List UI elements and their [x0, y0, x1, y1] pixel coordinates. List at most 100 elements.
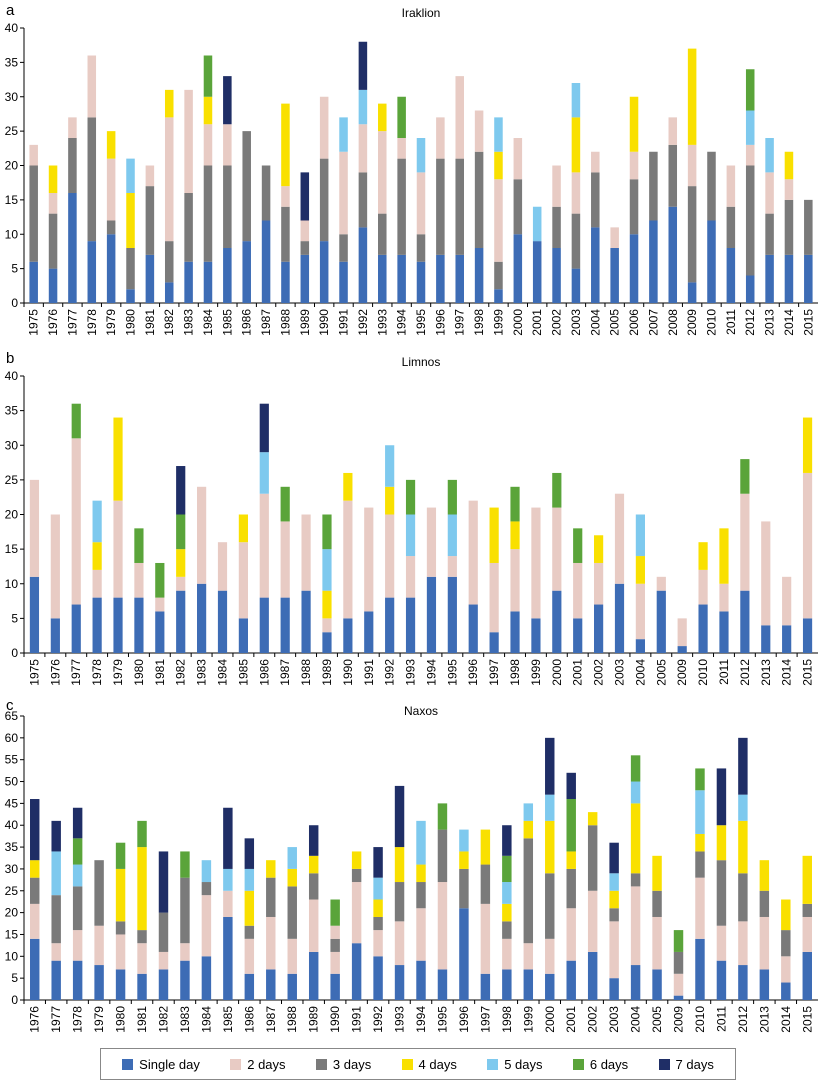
- y-tick-label: 20: [5, 508, 19, 522]
- bar-segment: [480, 864, 491, 904]
- x-tick-label: 1987: [259, 309, 273, 336]
- x-tick-label: 2010: [704, 309, 718, 336]
- bar-segment: [176, 514, 186, 550]
- x-tick-label: 2014: [779, 1006, 793, 1033]
- x-tick-label: 2001: [530, 309, 544, 336]
- x-tick-label: 2009: [672, 1006, 686, 1033]
- y-tick-label: 35: [5, 404, 19, 418]
- bar-segment: [656, 576, 666, 591]
- bar-segment: [707, 151, 716, 221]
- bar-segment: [238, 618, 248, 653]
- bar-segment: [687, 144, 697, 187]
- bar-segment: [594, 535, 604, 563]
- y-tick-label: 0: [11, 993, 18, 1007]
- bar-segment: [72, 864, 83, 887]
- bar-segment: [552, 472, 562, 508]
- bar-segment: [510, 521, 520, 550]
- bar-segment: [455, 158, 464, 255]
- bar-segment: [687, 186, 697, 283]
- bar-segment: [339, 117, 348, 152]
- bar-segment: [698, 569, 708, 605]
- bar-segment: [587, 951, 598, 1000]
- bar-segment: [587, 812, 598, 826]
- bar-segment: [489, 562, 499, 633]
- y-tick-label: 10: [5, 227, 19, 241]
- bar-segment: [48, 165, 58, 193]
- bar-segment: [48, 268, 58, 303]
- bar-segment: [397, 158, 406, 255]
- bar-segment: [782, 576, 792, 626]
- x-tick-label: 2015: [801, 659, 815, 686]
- bar-segment: [573, 562, 583, 619]
- x-tick-label: 1982: [162, 309, 176, 336]
- bar-segment: [695, 768, 705, 791]
- bar-segment: [738, 820, 748, 874]
- bar-segment: [30, 799, 40, 861]
- bar-segment: [351, 868, 362, 883]
- x-tick-label: 1983: [195, 659, 209, 686]
- bar-segment: [591, 151, 600, 173]
- bar-segment: [223, 76, 232, 125]
- bar-segment: [158, 912, 169, 952]
- bar-segment: [765, 254, 774, 303]
- bar-segment: [716, 768, 727, 826]
- bar-segment: [531, 618, 541, 653]
- x-tick-label: 2013: [757, 1006, 771, 1033]
- bar-segment: [176, 466, 186, 515]
- bar-segment: [308, 899, 319, 952]
- bar-segment: [155, 597, 165, 612]
- x-tick-label: 1991: [362, 659, 376, 686]
- x-tick-label: 2002: [586, 1006, 600, 1033]
- x-tick-label: 2004: [633, 659, 647, 686]
- x-tick-label: 1985: [236, 659, 250, 686]
- y-tick-label: 25: [5, 124, 19, 138]
- bar-segment: [203, 261, 213, 303]
- bar-segment: [300, 172, 310, 221]
- bar-segment: [566, 868, 576, 909]
- bar-segment: [494, 289, 503, 303]
- bar-segment: [197, 486, 207, 584]
- x-tick-label: 2005: [654, 659, 668, 686]
- bar-segment: [180, 943, 190, 961]
- bar-segment: [300, 254, 310, 303]
- chart-limnos: 0 5 10 15 20 25 30 35 40 1975 1976 1977 1978 1979 1980…: [5, 369, 818, 686]
- bar-segment: [513, 138, 523, 180]
- bar-segment: [155, 562, 165, 598]
- bar-segment: [244, 938, 255, 974]
- x-tick-label: 1976: [48, 659, 62, 686]
- bar-segment: [781, 982, 791, 1000]
- bar-segment: [745, 110, 755, 145]
- bar-segment: [502, 882, 512, 904]
- bar-segment: [358, 172, 368, 228]
- x-tick-label: 1995: [445, 659, 459, 686]
- bar-segment: [745, 165, 755, 276]
- bar-segment: [68, 117, 77, 138]
- bar-segment: [494, 117, 503, 152]
- bar-segment: [405, 597, 416, 653]
- bar-segment: [802, 855, 812, 904]
- y-tick-label: 60: [5, 731, 19, 745]
- bar-segment: [330, 951, 340, 974]
- bar-segment: [343, 618, 353, 653]
- bar-segment: [468, 604, 478, 653]
- bar-segment: [115, 842, 126, 869]
- bar-segment: [51, 820, 61, 852]
- bar-segment: [203, 96, 213, 125]
- bar-segment: [319, 241, 329, 303]
- bar-segment: [784, 179, 794, 200]
- bar-segment: [51, 851, 61, 896]
- x-tick-label: 1993: [404, 659, 418, 686]
- bar-segment: [281, 261, 290, 303]
- x-tick-label: 1997: [487, 659, 501, 686]
- bar-segment: [740, 590, 750, 653]
- chart-title-naxos: Naxos: [403, 704, 438, 718]
- bar-segment: [652, 916, 662, 970]
- bar-segment: [571, 268, 581, 303]
- y-tick-label: 25: [5, 473, 19, 487]
- bar-segment: [158, 851, 169, 913]
- x-tick-label: 2006: [627, 309, 641, 336]
- bar-segment: [68, 138, 77, 193]
- bar-segment: [322, 549, 332, 591]
- bar-segment: [426, 576, 437, 653]
- x-tick-label: 1978: [71, 1006, 85, 1033]
